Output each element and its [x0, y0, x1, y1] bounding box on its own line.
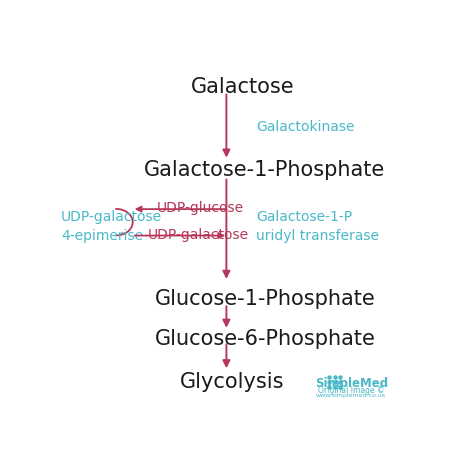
- Text: Galactose-1-P
uridyl transferase: Galactose-1-P uridyl transferase: [256, 210, 379, 243]
- Text: UDP-galactose: UDP-galactose: [147, 228, 248, 242]
- Text: UDP-galactose
4-epimerise: UDP-galactose 4-epimerise: [61, 210, 162, 243]
- Text: UDP-glucose: UDP-glucose: [156, 202, 244, 215]
- Text: Glucose-1-Phosphate: Glucose-1-Phosphate: [155, 289, 375, 309]
- Text: SimpleMed: SimpleMed: [315, 377, 388, 391]
- Text: www.simplemed.co.uk: www.simplemed.co.uk: [316, 393, 386, 398]
- Text: Glycolysis: Glycolysis: [180, 372, 284, 392]
- Text: Galactokinase: Galactokinase: [256, 120, 354, 134]
- Text: Galactose: Galactose: [191, 77, 295, 97]
- Text: Galactose-1-Phosphate: Galactose-1-Phosphate: [145, 160, 385, 180]
- Text: Glucose-6-Phosphate: Glucose-6-Phosphate: [155, 329, 375, 349]
- Text: Original Image ©: Original Image ©: [318, 386, 384, 395]
